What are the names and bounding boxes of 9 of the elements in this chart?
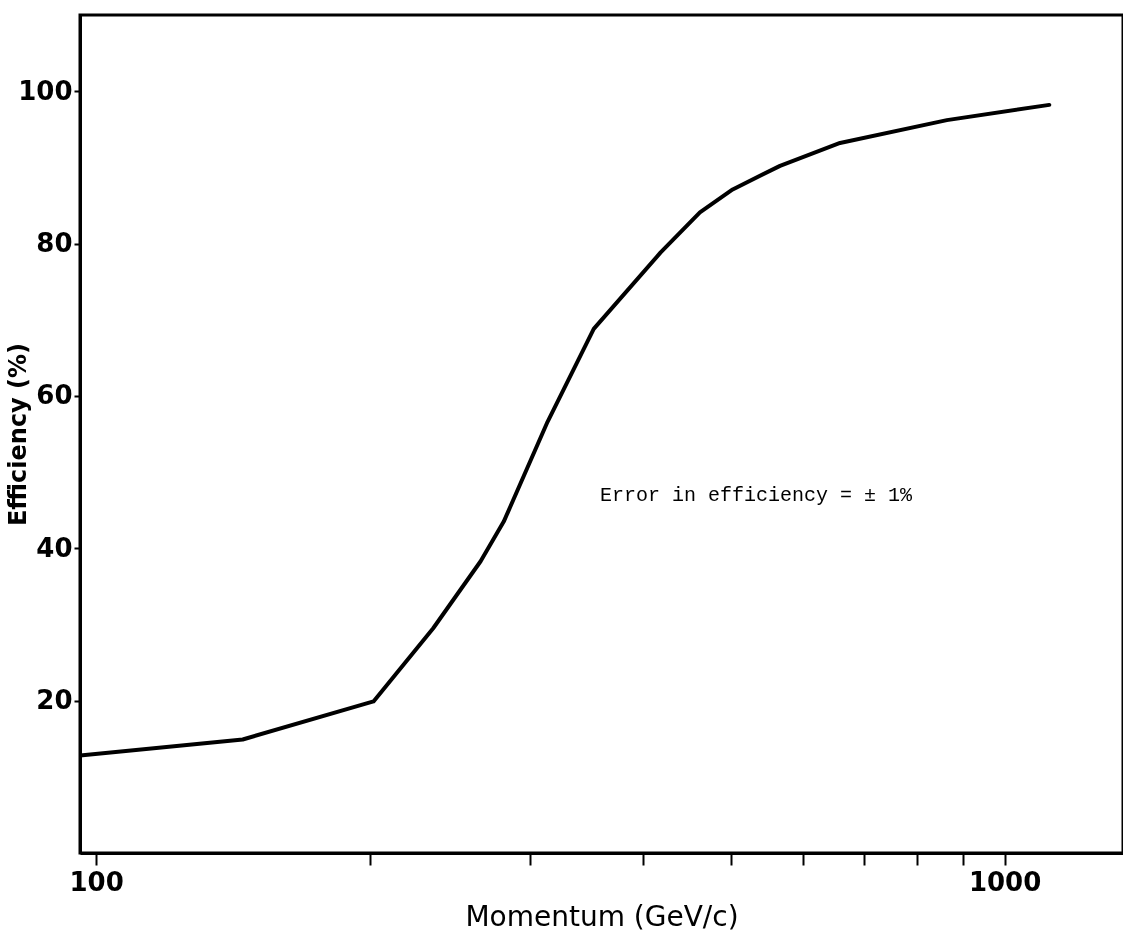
- y-tick-label: 100: [18, 75, 73, 106]
- x-tick-label: 1000: [968, 866, 1042, 897]
- annotation: Error in efficiency = ± 1%: [600, 484, 914, 507]
- x-axis-title: Momentum (GeV/c): [465, 899, 739, 933]
- y-tick-label: 80: [36, 228, 73, 259]
- y-tick-label: 20: [36, 685, 73, 716]
- y-tick-label: 60: [36, 380, 73, 411]
- y-axis-title: Efficiency (%): [3, 342, 32, 527]
- y-tick-label: 40: [36, 532, 73, 563]
